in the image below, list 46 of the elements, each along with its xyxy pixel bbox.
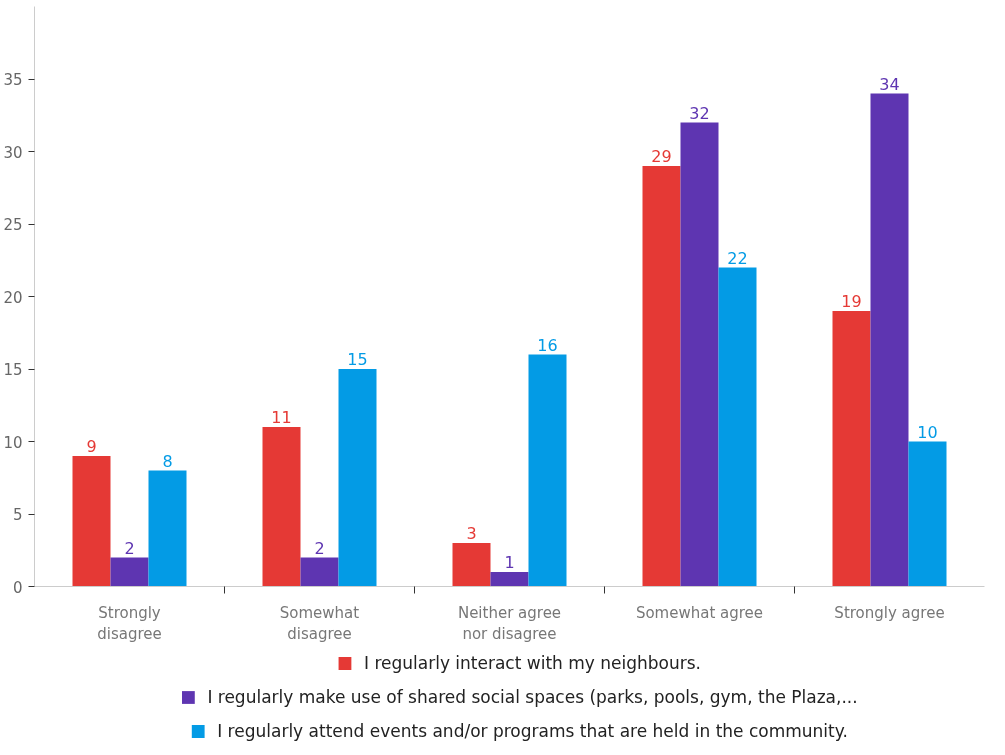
data-label: 1: [504, 553, 515, 572]
legend-label: I regularly interact with my neighbours.: [363, 653, 702, 673]
data-label: 10: [917, 422, 938, 442]
y-tick-label: 35: [3, 71, 23, 89]
legend-label: I regularly attend events and/or programs that are held in the community.: [217, 721, 848, 741]
y-tick-label: 0: [12, 578, 23, 597]
data-label: 2: [314, 538, 325, 558]
bar: [110, 557, 149, 587]
bar: [72, 456, 111, 587]
data-label: 34: [879, 74, 900, 94]
data-label: 32: [689, 103, 710, 123]
x-tick-label: Strongly disagree: [97, 603, 162, 644]
x-tick-label: Somewhat agree: [635, 603, 764, 622]
bar: [262, 427, 301, 587]
data-label: 3: [466, 524, 477, 543]
bar: [490, 572, 529, 587]
bar: [680, 122, 719, 587]
y-tick-label: 15: [3, 361, 23, 379]
y-tick-label: 20: [3, 288, 23, 307]
x-tick-label: Neither agree nor disagree: [457, 603, 562, 644]
bar: [338, 369, 377, 587]
y-tick-label: 10: [3, 433, 23, 452]
data-label: 11: [271, 408, 292, 427]
bar: [718, 267, 757, 587]
bar: [528, 354, 567, 587]
x-tick-label: Somewhat disagree: [279, 603, 360, 644]
bar: [870, 93, 909, 587]
bar: [300, 557, 339, 587]
x-tick-label: Strongly agree: [834, 603, 945, 622]
data-label: 8: [162, 451, 173, 471]
data-label: 16: [537, 335, 558, 355]
data-label: 15: [347, 350, 368, 369]
y-tick-label: 25: [3, 216, 23, 234]
bar: [908, 441, 947, 587]
bar: [148, 470, 187, 587]
data-label: 9: [86, 437, 97, 456]
y-tick-label: 5: [12, 506, 23, 524]
legend-label: I regularly make use of shared social spaces (parks, pools, gym, the Plaza,...: [207, 687, 858, 707]
data-label: 22: [727, 248, 748, 268]
data-label: 19: [841, 292, 862, 311]
bar: [642, 166, 681, 587]
data-label: 2: [124, 538, 135, 558]
data-label: 29: [651, 147, 672, 166]
bar: [832, 311, 871, 587]
bar: [452, 543, 491, 587]
y-tick-label: 30: [3, 143, 23, 162]
